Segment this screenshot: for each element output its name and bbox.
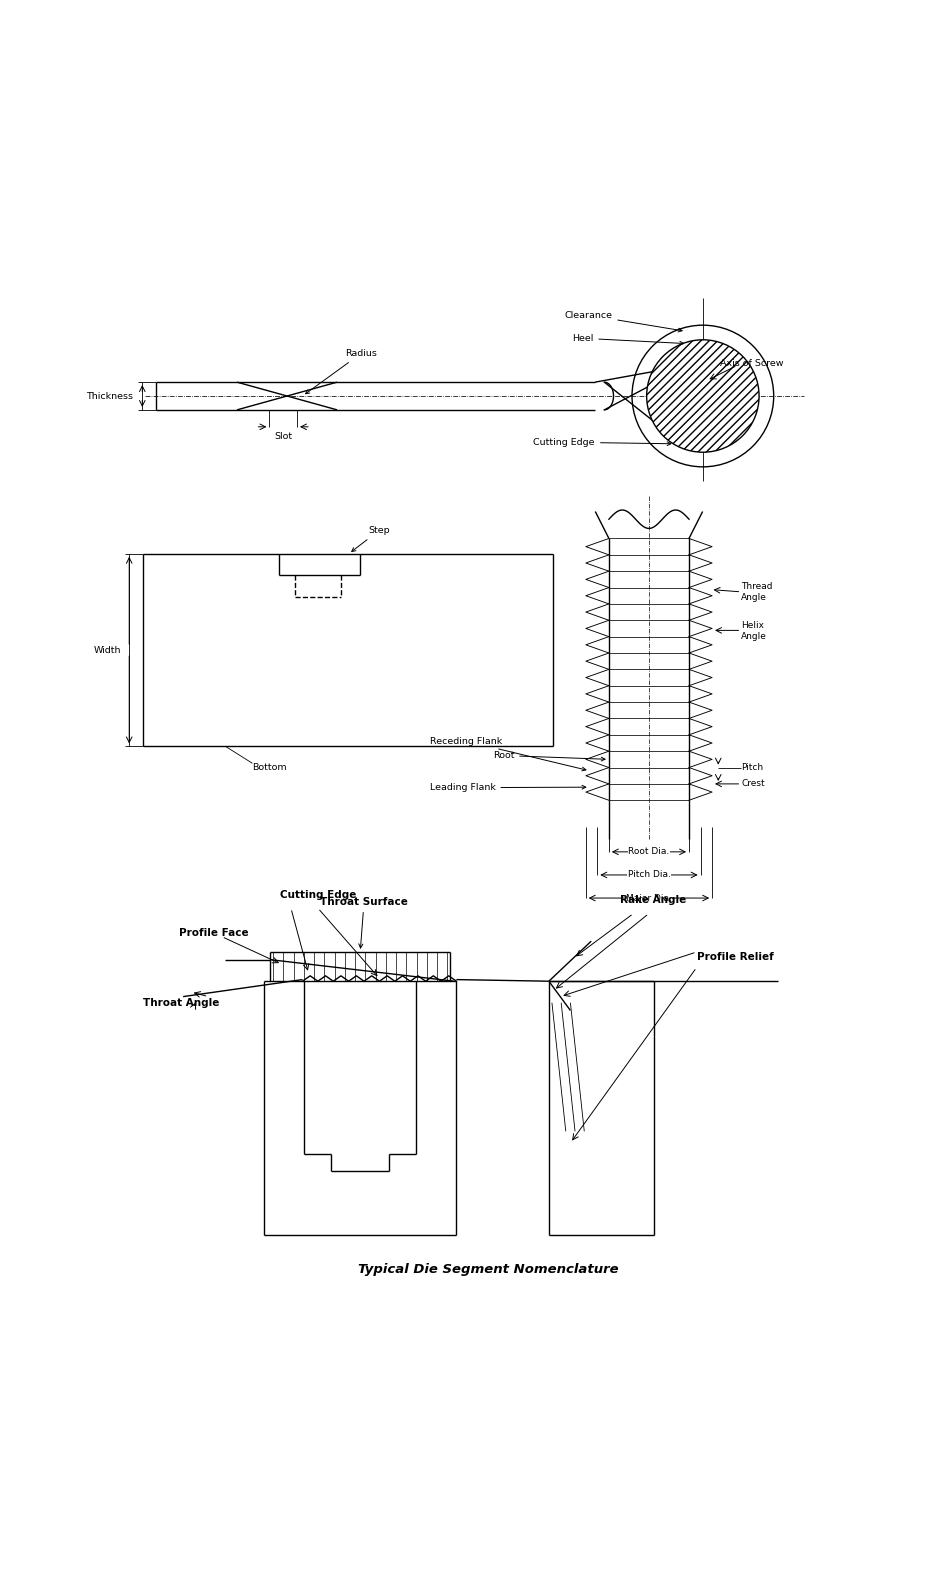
Text: Axis of Screw: Axis of Screw — [720, 359, 783, 368]
Text: Crest: Crest — [741, 779, 764, 789]
Text: Receding Flank: Receding Flank — [429, 737, 585, 771]
Text: Cutting Edge: Cutting Edge — [279, 889, 356, 900]
Text: Profile Relief: Profile Relief — [696, 952, 773, 962]
Text: Root: Root — [492, 751, 605, 760]
Text: Slot: Slot — [274, 433, 292, 441]
Text: Throat Surface: Throat Surface — [320, 897, 407, 948]
Text: Width: Width — [94, 645, 122, 655]
Text: Root Dia.: Root Dia. — [627, 847, 669, 856]
Text: Clearance: Clearance — [564, 310, 682, 332]
Text: Rake Angle: Rake Angle — [619, 896, 685, 905]
Text: Helix: Helix — [741, 622, 764, 630]
Text: Profile Face: Profile Face — [179, 929, 248, 938]
Text: Thread: Thread — [741, 582, 772, 590]
Text: Cutting Edge: Cutting Edge — [533, 438, 670, 447]
Text: Thickness: Thickness — [86, 392, 133, 400]
Text: Angle: Angle — [741, 593, 766, 601]
Text: Heel: Heel — [571, 334, 683, 345]
Text: Pitch Dia.: Pitch Dia. — [626, 870, 669, 880]
Text: Major Dia.: Major Dia. — [625, 894, 671, 902]
Text: Typical Die Segment Nomenclature: Typical Die Segment Nomenclature — [358, 1264, 619, 1277]
Text: Leading Flank: Leading Flank — [429, 784, 585, 792]
Text: Step: Step — [351, 526, 389, 551]
Text: Pitch: Pitch — [741, 763, 763, 771]
Text: Radius: Radius — [306, 349, 376, 394]
Text: Angle: Angle — [741, 633, 766, 641]
Text: Throat Angle: Throat Angle — [143, 998, 219, 1007]
Text: Bottom: Bottom — [252, 763, 287, 773]
Circle shape — [646, 340, 759, 452]
